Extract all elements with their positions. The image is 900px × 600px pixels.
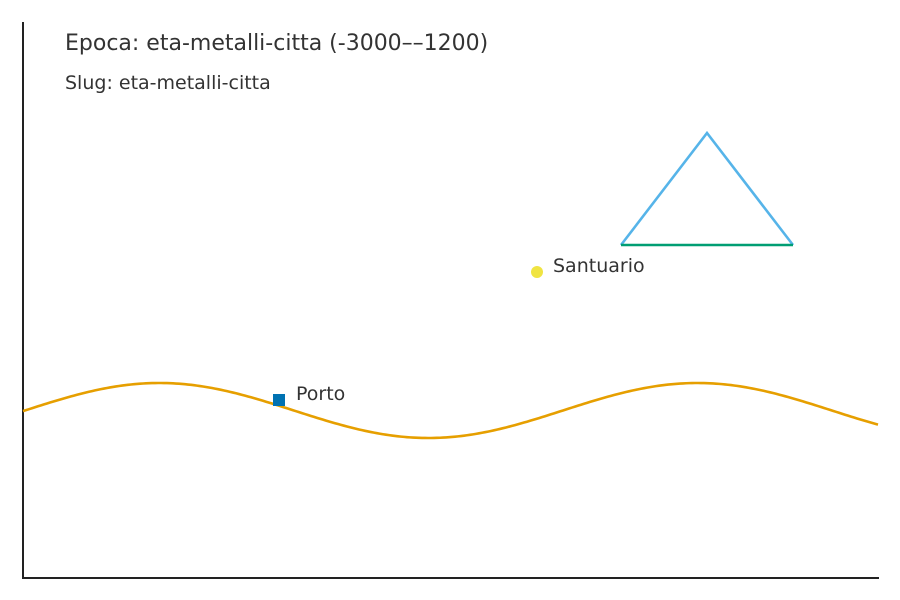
sanctuary-circle-icon — [531, 266, 543, 278]
port-square-icon — [273, 394, 285, 406]
map-subtitle: Slug: eta-metalli-citta — [65, 72, 271, 94]
port-label: Porto — [296, 383, 345, 405]
river-wave-icon — [22, 381, 879, 440]
sanctuary-label: Santuario — [553, 255, 645, 277]
map-title: Epoca: eta-metalli-citta (-3000––1200) — [65, 31, 488, 56]
mountain-icon — [619, 130, 795, 247]
mountain-sides — [619, 130, 795, 246]
